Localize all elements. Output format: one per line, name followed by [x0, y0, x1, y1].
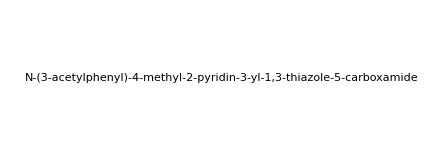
- Text: N-(3-acetylphenyl)-4-methyl-2-pyridin-3-yl-1,3-thiazole-5-carboxamide: N-(3-acetylphenyl)-4-methyl-2-pyridin-3-…: [25, 73, 418, 83]
